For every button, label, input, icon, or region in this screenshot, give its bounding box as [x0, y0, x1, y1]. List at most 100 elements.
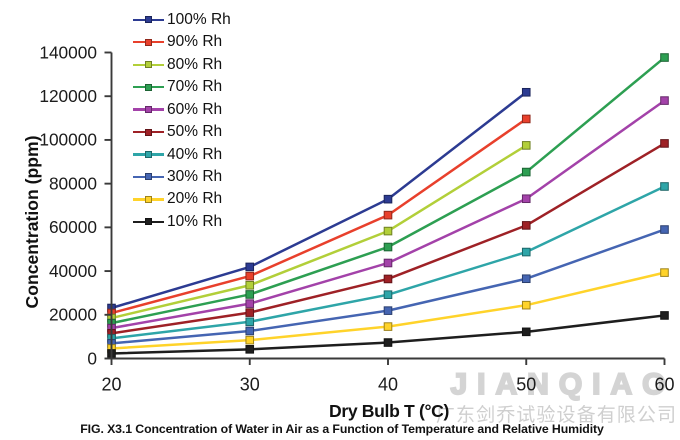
data-point-marker — [383, 258, 393, 268]
data-point-marker — [521, 167, 531, 177]
data-point-marker — [383, 194, 393, 204]
data-point-marker — [383, 226, 393, 236]
y-axis-title: Concentration (ppm) — [22, 136, 42, 309]
legend-marker-sample — [145, 151, 152, 159]
legend-item-90-rh: 90% Rh — [133, 31, 231, 53]
data-point-marker — [521, 247, 531, 257]
data-point-marker — [383, 322, 393, 331]
data-point-marker — [521, 87, 531, 97]
data-point-marker — [660, 268, 669, 277]
data-point-marker — [383, 210, 393, 220]
watermark-jianqiao-text: JIANQIAO — [450, 368, 675, 401]
data-point-marker — [660, 139, 669, 148]
legend-key-swatch — [133, 38, 164, 46]
legend-item-label: 20% Rh — [167, 190, 223, 208]
legend-item-60-rh: 60% Rh — [133, 98, 231, 120]
y-tick-label: 40000 — [49, 261, 97, 281]
legend-marker-sample — [145, 38, 152, 46]
legend-item-80-rh: 80% Rh — [133, 54, 231, 76]
series-line — [111, 91, 528, 310]
legend-item-label: 10% Rh — [167, 212, 223, 230]
series-line — [111, 117, 527, 315]
legend-marker-sample — [145, 128, 152, 136]
data-point-marker — [245, 280, 255, 290]
figure-caption: FIG. X3.1 Concentration of Water in Air … — [80, 422, 604, 436]
legend-marker-sample — [145, 195, 152, 203]
data-point-marker — [660, 53, 669, 62]
y-tick-label: 120000 — [39, 86, 97, 106]
legend-item-label: 70% Rh — [167, 78, 223, 96]
legend-item-40-rh: 40% Rh — [133, 143, 231, 165]
legend-key-swatch — [133, 106, 164, 114]
series-10-rh — [107, 311, 669, 358]
y-tick-label: 80000 — [49, 173, 97, 193]
data-point-marker — [383, 274, 393, 284]
data-point-marker — [245, 345, 255, 354]
data-point-marker — [245, 290, 255, 299]
legend-item-50-rh: 50% Rh — [133, 121, 231, 143]
data-point-marker — [245, 262, 255, 272]
legend-key-swatch — [133, 16, 164, 24]
legend-marker-sample — [145, 173, 152, 181]
data-point-marker — [521, 300, 531, 310]
legend-item-label: 30% Rh — [167, 167, 223, 185]
x-tick-label: 20 — [101, 375, 121, 395]
y-tick-label: 20000 — [49, 305, 97, 325]
data-point-marker — [521, 114, 531, 124]
data-point-marker — [245, 299, 255, 308]
data-point-marker — [245, 335, 255, 345]
y-tick-label: 0 — [87, 348, 97, 368]
data-point-marker — [521, 141, 531, 150]
x-tick-label: 50 — [516, 375, 536, 395]
series-70-rh — [107, 53, 669, 328]
legend-item-20-rh: 20% Rh — [133, 188, 231, 210]
y-tick-label: 140000 — [39, 42, 97, 62]
series-line — [111, 144, 527, 320]
data-point-marker — [660, 182, 669, 191]
legend: 100% Rh 90% Rh 80% Rh 70% Rh 60% Rh 50% Rh 40%… — [133, 9, 231, 234]
legend-key-swatch — [133, 195, 164, 203]
legend-item-30-rh: 30% Rh — [133, 166, 231, 188]
data-point-marker — [660, 225, 669, 234]
legend-item-label: 100% Rh — [167, 10, 231, 28]
data-point-marker — [383, 338, 393, 347]
data-point-marker — [521, 274, 531, 284]
legend-item-label: 80% Rh — [167, 55, 223, 73]
legend-marker-sample — [145, 83, 152, 91]
legend-item-label: 90% Rh — [167, 33, 223, 51]
legend-marker-sample — [145, 218, 152, 226]
y-tick-label: 60000 — [49, 217, 97, 237]
watermark-chinese-text: 广东剑乔试验设备有限公司 — [436, 404, 677, 426]
legend-item-100-rh: 100% Rh — [133, 9, 231, 31]
series-60-rh — [107, 96, 669, 333]
tick-labels-layer: 0 20000 40000 60000 80000 100000 120000 140000 2… — [39, 42, 674, 394]
legend-marker-sample — [145, 106, 152, 114]
data-point-marker — [245, 308, 255, 317]
data-point-marker — [383, 242, 393, 252]
data-point-marker — [521, 221, 531, 230]
legend-key-swatch — [133, 218, 164, 226]
legend-item-label: 40% Rh — [167, 145, 223, 163]
data-point-marker — [521, 194, 531, 204]
data-series-layer — [107, 53, 669, 358]
x-tick-label: 30 — [240, 375, 260, 395]
legend-item-70-rh: 70% Rh — [133, 76, 231, 98]
data-point-marker — [245, 326, 255, 336]
legend-key-swatch — [133, 61, 164, 69]
y-tick-label: 100000 — [39, 130, 97, 150]
legend-key-swatch — [133, 83, 164, 91]
x-tick-label: 60 — [654, 375, 674, 395]
x-tick-label: 40 — [378, 375, 398, 395]
legend-marker-sample — [145, 16, 152, 24]
x-axis-title: Dry Bulb T (°C) — [329, 401, 449, 421]
legend-key-swatch — [133, 173, 164, 181]
data-point-marker — [660, 96, 669, 105]
data-point-marker — [383, 306, 393, 315]
data-point-marker — [245, 317, 255, 327]
series-90-rh — [107, 114, 531, 318]
legend-key-swatch — [133, 151, 164, 159]
legend-marker-sample — [145, 61, 152, 69]
data-point-marker — [383, 290, 393, 299]
data-point-marker — [521, 327, 531, 337]
